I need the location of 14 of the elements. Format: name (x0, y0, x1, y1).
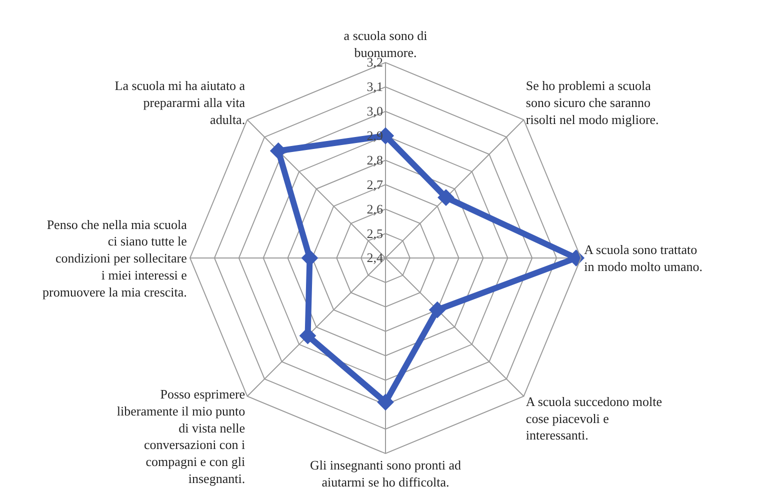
y-tick-label: 2,7 (366, 176, 384, 192)
y-tick-label: 2,5 (366, 226, 384, 241)
y-tick-label: 2,4 (366, 250, 384, 266)
spoke-label: La scuola mi ha aiutato a prepararmi alla vita adulta. (114, 78, 246, 127)
spoke-label: Posso esprimere liberamente il mio punto di vista nelle conversazioni con i compagni e con gli insegnanti. (116, 386, 246, 486)
y-tick-label: 2,8 (366, 152, 384, 168)
spoke-label: Penso che nella mia scuola ci siano tutte le condizioni per sollecitare i miei interessi e promuovere la mia crescita. (42, 216, 188, 300)
y-tick-label: 2,6 (366, 201, 384, 216)
spoke-label: Gli insegnanti sono pronti ad aiutarmi se ho difficolta. (310, 458, 462, 490)
y-tick-label: 3,1 (366, 79, 384, 94)
spoke-label: A scuola succedono molte cose piacevoli e interessanti. (526, 394, 662, 443)
y-tick-label: 3,0 (366, 104, 384, 119)
spoke-label: A scuola sono trattato in modo molto umano. (584, 242, 703, 274)
spoke-label: Se ho problemi a scuola sono sicuro che saranno risolti nel modo migliore. (526, 78, 659, 127)
